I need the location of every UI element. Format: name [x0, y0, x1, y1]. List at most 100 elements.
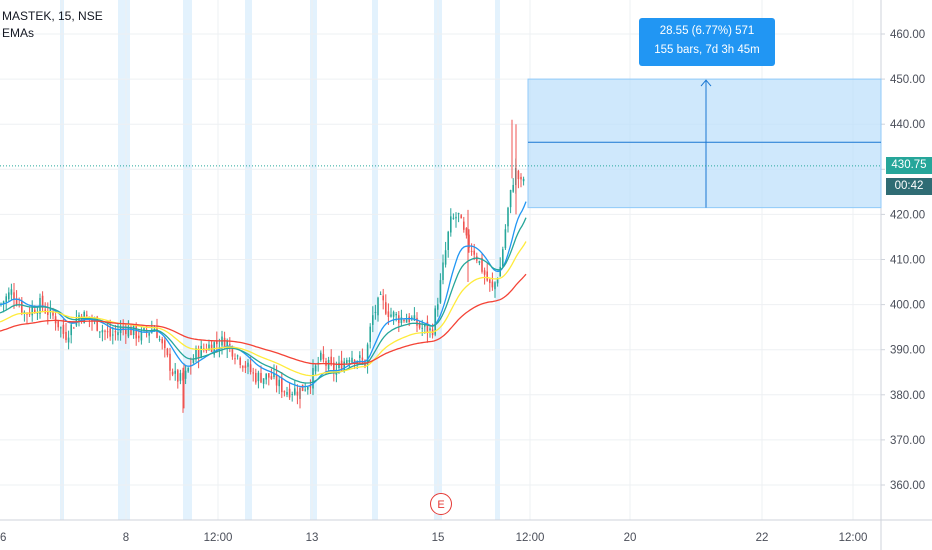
candle-body — [416, 317, 418, 326]
candle-body — [86, 314, 88, 316]
candle-body — [210, 344, 213, 352]
candle-body — [49, 307, 52, 313]
price-tick-label: 450.00 — [890, 74, 925, 86]
candle-body — [236, 355, 239, 357]
candle-body — [377, 297, 379, 316]
candle-body — [343, 361, 345, 372]
candle-body — [109, 328, 111, 337]
candle-body — [169, 353, 171, 371]
candle-body — [249, 364, 252, 372]
candle-body — [281, 377, 283, 393]
candle-body — [418, 322, 421, 328]
candle-body — [106, 331, 109, 333]
candle-body — [437, 304, 439, 310]
candle-body — [2, 301, 5, 304]
candle-body — [239, 357, 241, 365]
candle-body — [67, 337, 70, 343]
candle-body — [426, 321, 429, 334]
candle-body — [179, 373, 182, 381]
candle-body — [257, 372, 260, 382]
candle-body — [442, 262, 444, 281]
candle-body — [450, 216, 452, 233]
candle-body — [491, 281, 494, 288]
candle-body — [395, 313, 397, 316]
candle-body — [408, 316, 410, 323]
candle-body — [197, 349, 200, 359]
candle-body — [520, 176, 522, 180]
candle-body — [8, 292, 10, 300]
candle-body — [122, 327, 124, 329]
candle-body — [247, 362, 249, 367]
price-tick-label: 460.00 — [890, 29, 925, 41]
candle-body — [320, 352, 322, 361]
candle-body — [127, 326, 130, 337]
candle-body — [405, 319, 408, 323]
candle-body — [509, 190, 512, 208]
measure-tooltip: 28.55 (6.77%) 571 155 bars, 7d 3h 45m — [639, 18, 775, 66]
candle-body — [278, 379, 280, 387]
candle-body — [379, 294, 382, 296]
candle-body — [486, 271, 488, 281]
candle-body — [234, 358, 236, 360]
candle-body — [125, 329, 127, 335]
candle-body — [101, 330, 104, 333]
candle-body — [138, 335, 140, 339]
price-tick-label: 380.00 — [890, 390, 925, 402]
candle-body — [361, 357, 364, 360]
candle-body — [119, 327, 122, 333]
earnings-event-icon[interactable]: E — [430, 493, 452, 515]
measure-line-1: 28.55 (6.77%) 571 — [659, 25, 755, 37]
time-tick-label: 12:00 — [204, 532, 233, 544]
candle-body — [390, 314, 392, 317]
candle-body — [242, 366, 244, 368]
candle-body — [494, 282, 496, 290]
candle-body — [187, 367, 189, 372]
legend-symbol[interactable]: MASTEK, 15, NSE — [2, 9, 103, 23]
candle-body — [322, 354, 325, 360]
candle-body — [512, 184, 514, 192]
candle-body — [36, 312, 39, 314]
candle-body — [517, 170, 520, 180]
candle-body — [447, 231, 449, 250]
candle-body — [522, 178, 525, 182]
candle-body — [307, 386, 309, 390]
candle-body — [5, 296, 7, 302]
candle-body — [283, 391, 286, 393]
candle-body — [62, 324, 65, 334]
candle-body — [78, 315, 80, 322]
candle-body — [262, 378, 265, 384]
candle-body — [333, 362, 335, 374]
candle-body — [291, 394, 293, 396]
candle-body — [13, 292, 15, 300]
candle-body — [348, 360, 351, 363]
candle-body — [255, 372, 257, 383]
candle-body — [140, 330, 143, 341]
candle-body — [158, 339, 161, 341]
candle-body — [369, 326, 371, 342]
candle-body — [496, 279, 499, 284]
candle-body — [184, 370, 187, 379]
ema-line — [0, 217, 527, 384]
candle-body — [143, 328, 145, 331]
candle-body — [223, 337, 226, 348]
candle-body — [268, 373, 270, 378]
candle-body — [444, 250, 447, 265]
ema-line — [0, 273, 527, 365]
candle-body — [473, 250, 475, 255]
candle-body — [327, 359, 330, 370]
candle-body — [104, 330, 106, 332]
candle-body — [288, 388, 291, 398]
bar-countdown-badge: 00:42 — [886, 178, 932, 195]
time-tick-label: 20 — [624, 532, 637, 544]
candle-body — [294, 388, 296, 395]
price-tick-label: 400.00 — [890, 300, 925, 312]
legend-indicator[interactable]: EMAs — [2, 26, 35, 40]
candle-body — [340, 360, 343, 371]
candle-body — [112, 334, 114, 336]
candle-body — [41, 295, 44, 308]
candle-body — [468, 234, 470, 248]
candle-body — [21, 301, 23, 313]
candle-body — [465, 228, 468, 236]
price-tick-label: 440.00 — [890, 119, 925, 131]
